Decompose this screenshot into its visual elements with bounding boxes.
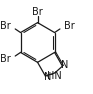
- Text: Br: Br: [0, 21, 11, 31]
- Text: Br: Br: [0, 54, 11, 64]
- Text: Br: Br: [64, 21, 75, 31]
- Text: Br: Br: [32, 7, 43, 17]
- Text: N: N: [44, 72, 51, 82]
- Text: N: N: [61, 60, 68, 70]
- Text: HN: HN: [47, 71, 62, 81]
